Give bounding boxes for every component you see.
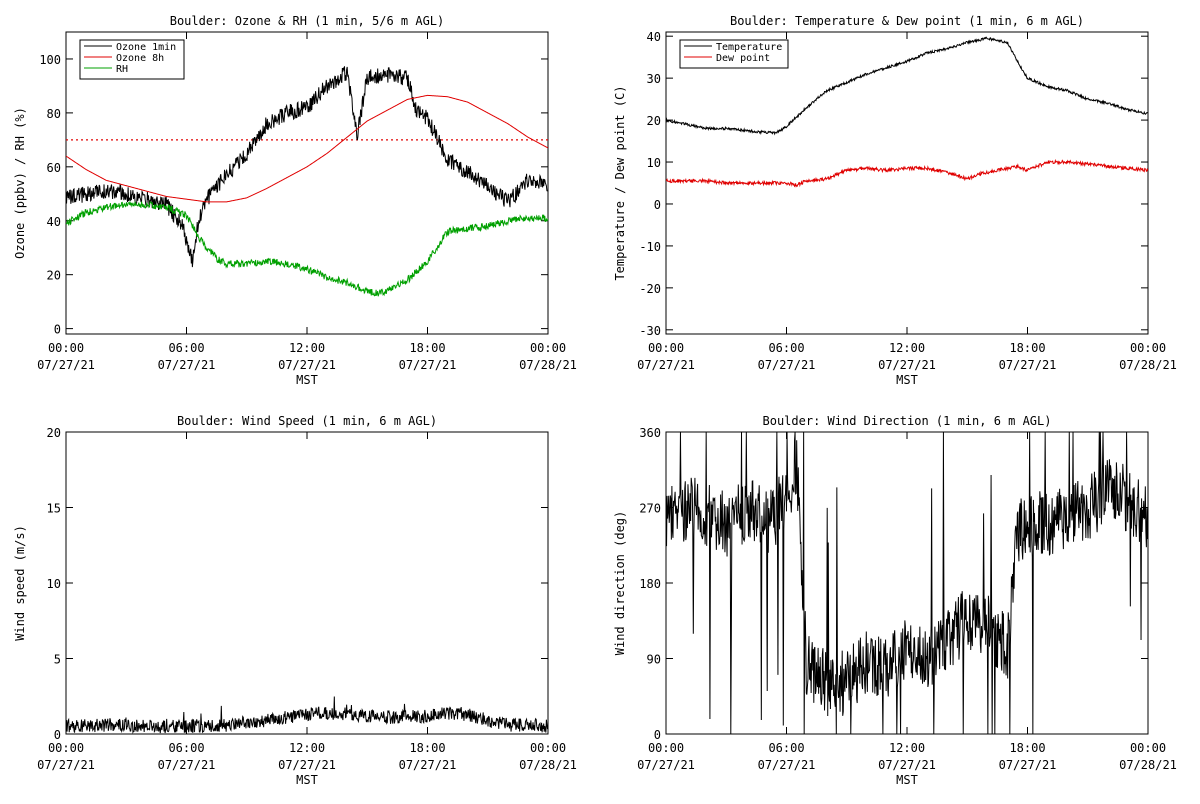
x-tick-time: 00:00 [648,741,684,755]
x-tick-date: 07/27/21 [637,358,695,372]
legend-box [679,39,789,69]
y-tick-label: 40 [47,215,61,229]
x-tick-date: 07/27/21 [278,758,336,772]
x-tick-date: 07/27/21 [278,358,336,372]
x-tick-date: 07/27/21 [999,358,1057,372]
y-tick-label: -10 [639,240,661,254]
y-tick-label: 30 [647,72,661,86]
y-tick-label: 80 [47,107,61,121]
x-tick-date: 07/28/21 [519,358,577,372]
x-tick-time: 06:00 [768,341,804,355]
y-tick-label: 0 [654,198,661,212]
x-tick-date: 07/27/21 [878,758,936,772]
data-series-line [66,696,548,734]
y-axis-label: Ozone (ppbv) / RH (%) [13,107,27,259]
chart-title: Boulder: Wind Speed (1 min, 6 m AGL) [177,414,437,428]
y-tick-label: 0 [54,323,61,337]
x-tick-time: 00:00 [1130,341,1166,355]
y-tick-label: 60 [47,161,61,175]
x-tick-date: 07/27/21 [399,758,457,772]
x-tick-date: 07/28/21 [1119,758,1177,772]
y-tick-label: 10 [647,156,661,170]
data-series-line [666,432,1148,734]
chart-panel-2: Boulder: Temperature & Dew point (1 min,… [613,14,1177,387]
x-tick-date: 07/27/21 [158,358,216,372]
y-axis-label: Wind speed (m/s) [13,525,27,641]
x-tick-date: 07/27/21 [999,758,1057,772]
x-tick-time: 00:00 [48,741,84,755]
x-tick-date: 07/27/21 [758,758,816,772]
y-axis-label: Temperature / Dew point (C) [613,85,627,280]
y-tick-label: -30 [639,324,661,338]
x-axis-label: MST [896,773,918,787]
y-tick-label: 270 [639,502,661,516]
chart-panel-4: Boulder: Wind Direction (1 min, 6 m AGL)… [613,414,1177,787]
y-axis-label: Wind direction (deg) [613,511,627,656]
x-tick-time: 12:00 [889,741,925,755]
x-tick-date: 07/27/21 [37,358,95,372]
x-tick-date: 07/27/21 [637,758,695,772]
x-tick-date: 07/28/21 [519,758,577,772]
plot-frame [65,431,549,735]
x-tick-time: 06:00 [168,741,204,755]
dew-point-series-line [666,158,1148,188]
y-tick-label: 20 [47,269,61,283]
y-tick-label: -20 [639,282,661,296]
x-tick-date: 07/27/21 [158,758,216,772]
legend-label: Temperature [716,42,782,53]
x-tick-time: 18:00 [1009,741,1045,755]
x-tick-time: 00:00 [530,741,566,755]
x-tick-date: 07/28/21 [1119,358,1177,372]
x-tick-date: 07/27/21 [878,358,936,372]
x-tick-time: 18:00 [409,741,445,755]
rh-series-line [66,201,548,297]
x-tick-date: 07/27/21 [758,358,816,372]
x-tick-time: 12:00 [289,341,325,355]
x-tick-date: 07/27/21 [399,358,457,372]
y-tick-label: 10 [47,577,61,591]
y-tick-label: 360 [639,426,661,440]
y-tick-label: 5 [54,653,61,667]
x-tick-time: 12:00 [889,341,925,355]
chart-title: Boulder: Temperature & Dew point (1 min,… [730,14,1084,28]
ozone-8h-series-line [66,94,548,203]
x-tick-date: 07/27/21 [37,758,95,772]
y-tick-label: 0 [54,728,61,742]
y-tick-label: 20 [647,114,661,128]
y-tick-label: 180 [639,577,661,591]
y-tick-label: 15 [47,502,61,516]
x-tick-time: 18:00 [1009,341,1045,355]
legend-label: Ozone 1min [116,42,176,53]
chart-panel-3: Boulder: Wind Speed (1 min, 6 m AGL) 0 5 10… [13,414,577,787]
x-axis-label: MST [296,373,318,387]
x-tick-time: 06:00 [168,341,204,355]
x-tick-time: 00:00 [48,341,84,355]
legend-label: Ozone 8h [116,53,164,64]
x-axis-label: MST [296,773,318,787]
x-axis-label: MST [896,373,918,387]
temperature-series-line [666,36,1148,136]
chart-panel-1: Boulder: Ozone & RH (1 min, 5/6 m AGL) 0 2… [13,14,577,387]
y-tick-label: 20 [47,426,61,440]
y-tick-label: 40 [647,30,661,44]
chart-title: Boulder: Ozone & RH (1 min, 5/6 m AGL) [170,14,445,28]
x-tick-time: 06:00 [768,741,804,755]
y-tick-label: 100 [39,53,61,67]
x-tick-time: 00:00 [648,341,684,355]
y-tick-label: 90 [647,653,661,667]
plot-frame [665,431,1149,735]
x-tick-time: 00:00 [1130,741,1166,755]
legend-label: RH [116,64,128,75]
chart-title: Boulder: Wind Direction (1 min, 6 m AGL) [763,414,1052,428]
x-tick-time: 12:00 [289,741,325,755]
legend-label: Dew point [716,53,770,64]
x-tick-time: 00:00 [530,341,566,355]
y-tick-label: 0 [654,728,661,742]
x-tick-time: 18:00 [409,341,445,355]
